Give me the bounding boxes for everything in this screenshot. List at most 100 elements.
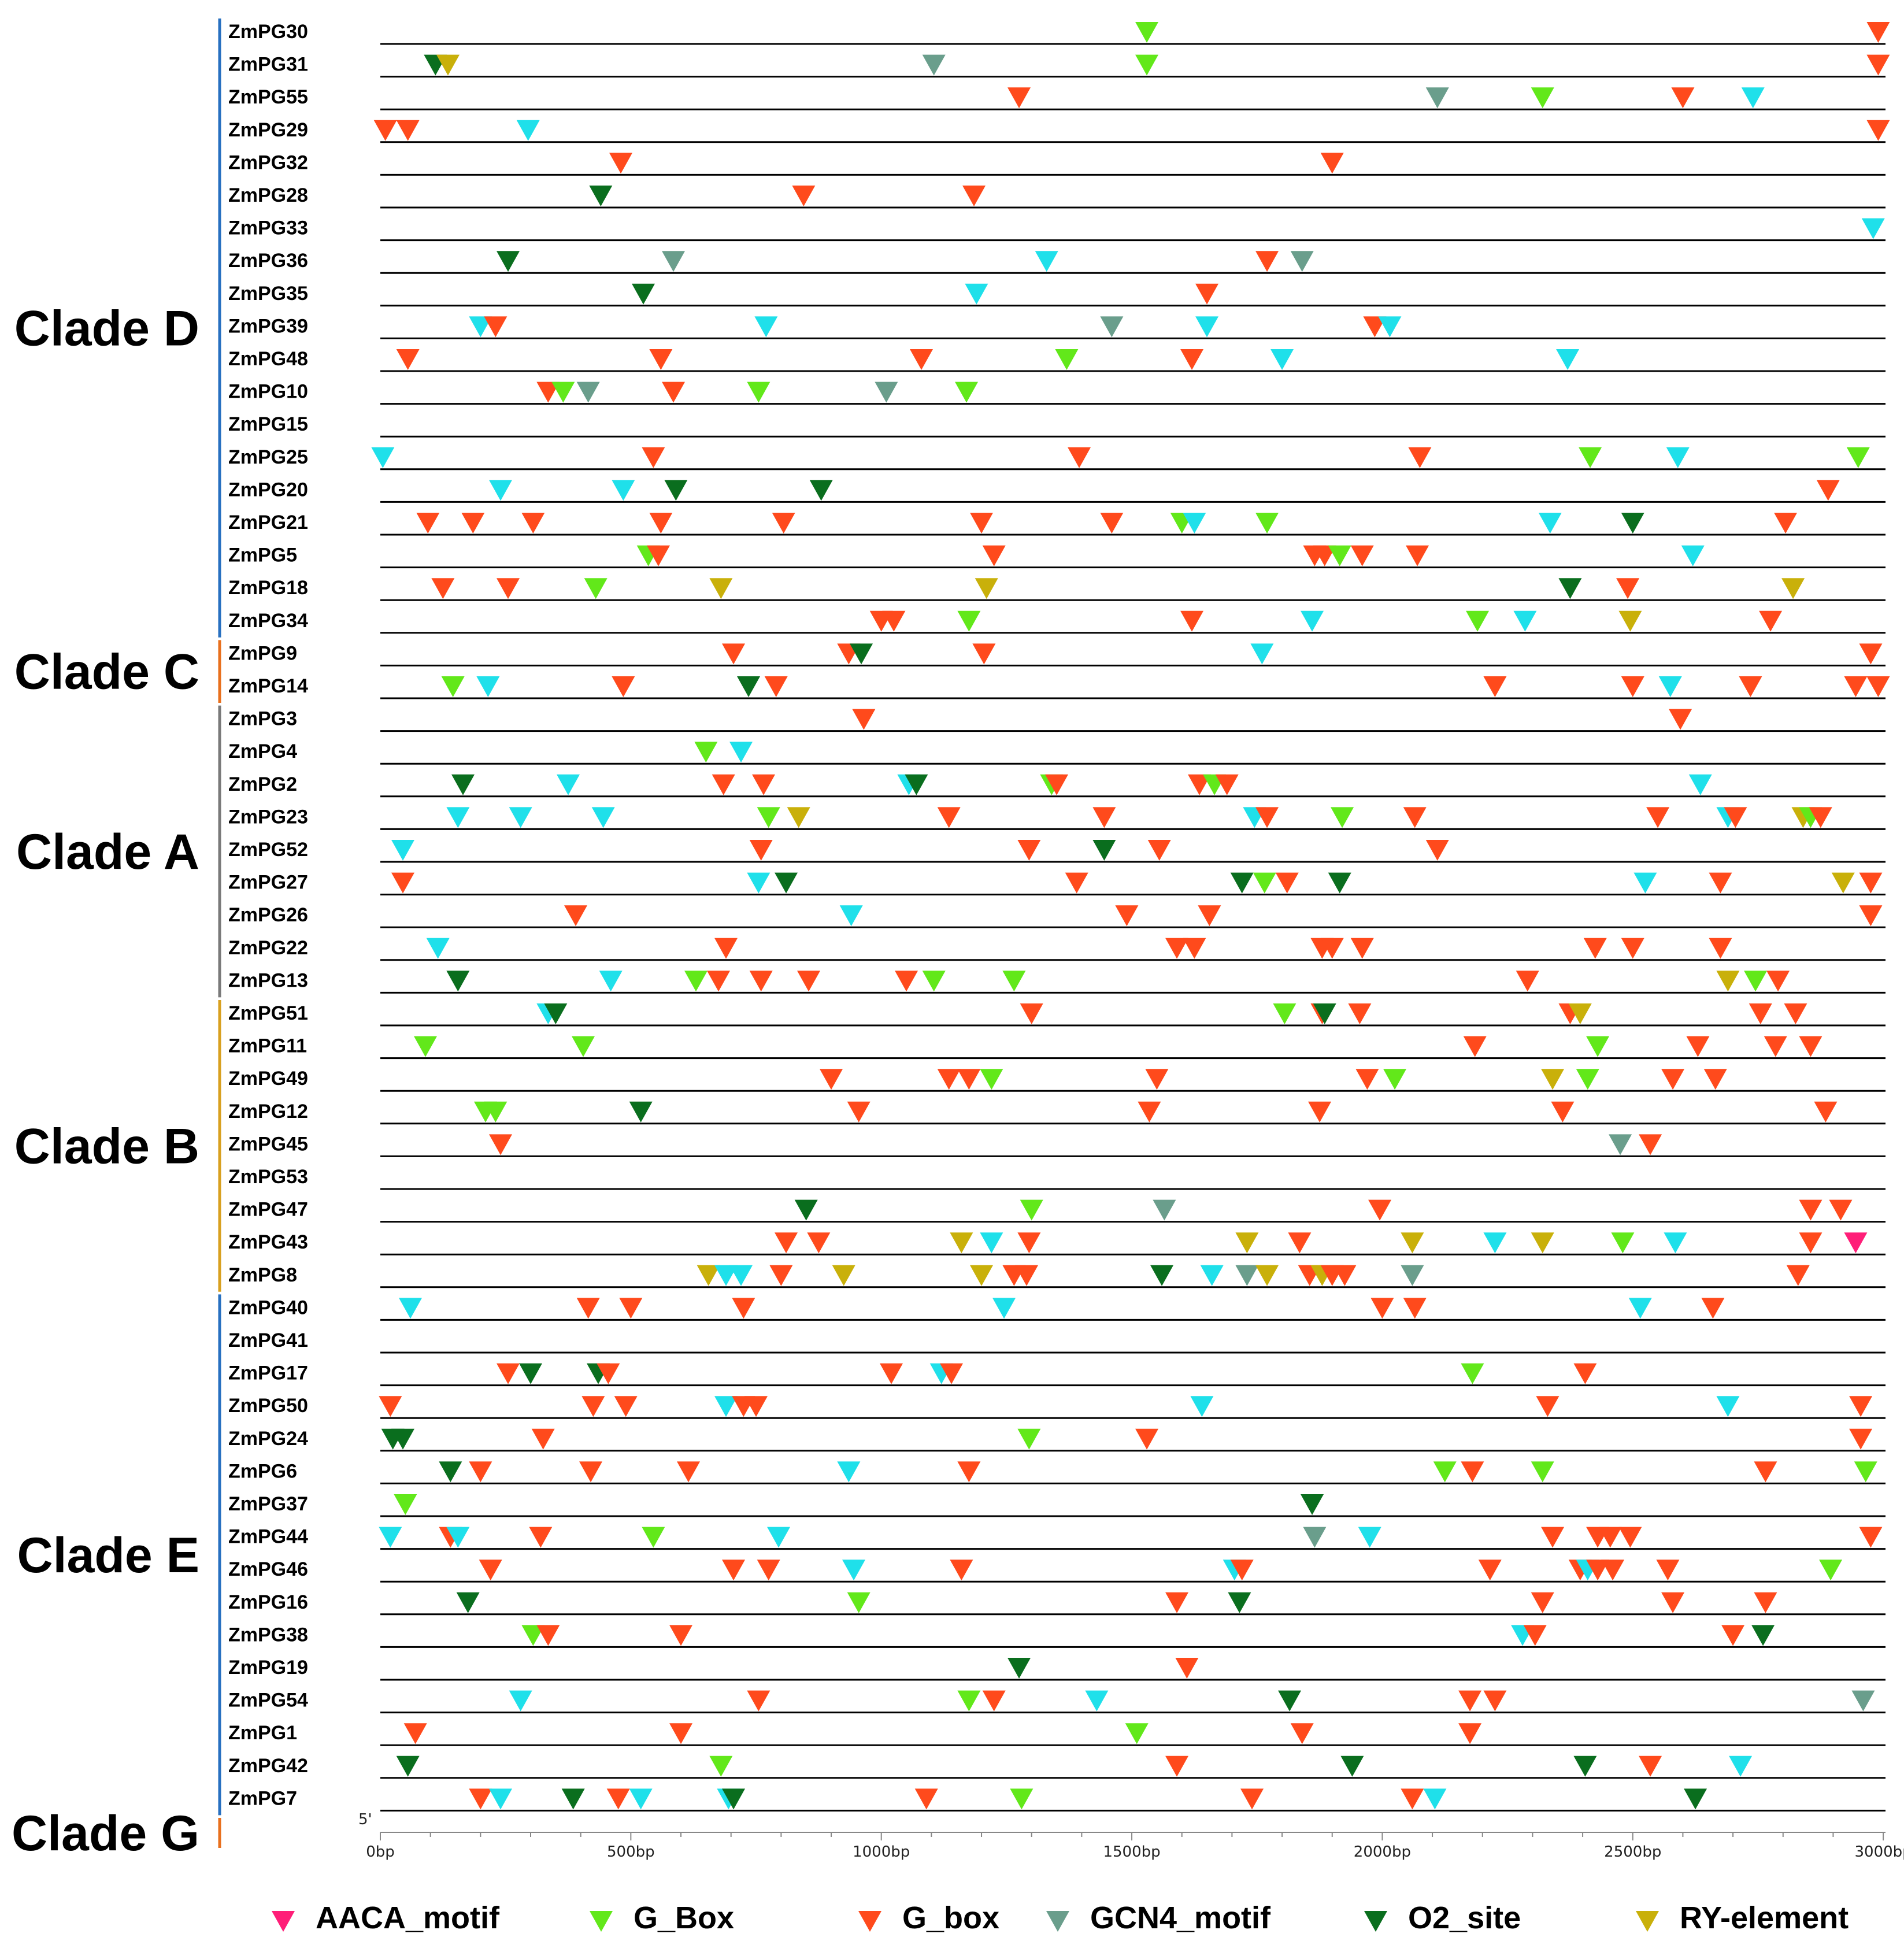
motif-marker-gbox [1541,1527,1565,1548]
motif-marker-gbox [606,1788,630,1810]
motif-marker-gbox [707,971,731,992]
gene-label: ZmPG38 [228,1624,308,1646]
motif-marker-cyan [391,840,415,861]
motif-marker-gbox [1656,1560,1680,1581]
motif-marker-gbox_up [414,1036,438,1057]
motif-marker-gbox_up [1433,1461,1457,1483]
motif-marker-gbox [1368,1199,1392,1221]
gene-row: ZmPG46 [228,1558,1886,1583]
legend-marker-o2 [1364,1911,1387,1932]
gene-row: ZmPG23 [228,806,1886,830]
motif-marker-gbox_up [1466,610,1490,632]
motif-marker-cyan [489,480,513,501]
motif-marker-gbox [712,774,735,795]
motif-marker-gbox [1754,1461,1777,1483]
gene-row: ZmPG37 [228,1493,1886,1517]
motif-marker-gbox [1829,1199,1853,1221]
gene-row: ZmPG12 [228,1101,1886,1125]
motif-marker-gcn4 [1303,1527,1327,1548]
motif-marker-gbox [880,1363,903,1384]
gene-row: ZmPG20 [228,479,1886,503]
motif-marker-gbox [1092,807,1116,828]
legend-marker-gbox_up [590,1911,613,1932]
motif-marker-o2 [1573,1755,1597,1777]
motif-marker-cyan [399,1298,423,1319]
motif-marker-aaca [1844,1232,1868,1254]
motif-marker-cyan [1729,1755,1753,1777]
gene-label: ZmPG16 [228,1591,308,1613]
gene-row: ZmPG4 [228,740,1886,765]
clade-group: Clade D Clade C Clade A Clade B Clade E Clade… [12,18,221,1861]
motif-marker-ry [832,1265,855,1286]
gene-row: ZmPG25 [228,446,1886,471]
gene-label: ZmPG48 [228,348,308,370]
motif-marker-cyan [1358,1527,1381,1548]
gene-row: ZmPG1 [228,1722,1886,1746]
motif-marker-o2 [1150,1265,1174,1286]
motif-marker-gcn4 [662,251,686,272]
motif-marker-cyan [1423,1788,1447,1810]
motif-marker-o2 [1092,840,1116,861]
gene-label: ZmPG23 [228,806,308,828]
motif-marker-gbox [1165,1755,1189,1777]
gene-row: ZmPG8 [228,1264,1886,1288]
motif-marker-gbox [1621,676,1644,697]
motif-marker-gbox_up [441,676,465,697]
motif-marker-cyan [1538,513,1562,534]
motif-marker-o2 [1278,1690,1302,1712]
motif-marker-gbox [1531,1592,1554,1613]
motif-marker-gbox [732,1298,755,1319]
motif-marker-gbox [1483,1690,1507,1712]
gene-row: ZmPG28 [228,184,1886,209]
motif-marker-cyan [1183,513,1206,534]
motif-marker-gbox_up [642,1527,665,1548]
motif-marker-cyan [965,283,988,305]
gene-label: ZmPG6 [228,1460,297,1482]
motif-marker-gbox [1814,1101,1838,1123]
motif-marker-gbox [1458,1723,1482,1744]
motif-marker-gbox [1866,22,1890,43]
motif-marker-gbox [1065,872,1088,894]
motif-marker-ry [950,1232,973,1254]
motif-marker-o2 [391,1428,415,1450]
motif-marker-gbox [749,971,773,992]
motif-marker-ry [697,1265,720,1286]
motif-marker-gbox [910,349,934,370]
gene-label: ZmPG8 [228,1264,297,1286]
gene-label: ZmPG5 [228,545,297,566]
legend-label: G_box [902,1901,999,1935]
five-prime-label: 5' [358,1811,372,1828]
motif-marker-gbox [1703,1069,1727,1090]
gene-row: ZmPG40 [228,1297,1886,1321]
motif-marker-cyan [1664,1232,1687,1254]
motif-marker-cyan [371,447,395,468]
motif-marker-gbox [714,938,738,959]
motif-marker-cyan [1556,349,1580,370]
motif-marker-gbox [797,971,821,992]
motif-marker-o2 [809,480,833,501]
motif-marker-gbox [536,1625,560,1646]
gene-label: ZmPG40 [228,1297,308,1318]
motif-marker-cyan [1681,545,1705,566]
motif-marker-gbox [564,905,588,927]
motif-marker-gbox_up [1531,1461,1554,1483]
motif-marker-cyan [747,872,771,894]
gene-label: ZmPG43 [228,1231,308,1253]
motif-marker-gbox [497,1363,520,1384]
motif-marker-gbox [1370,1298,1394,1319]
motif-marker-ry [1541,1069,1565,1090]
motif-marker-gbox_up [584,578,607,599]
motif-marker-o2 [1340,1755,1364,1777]
gene-label: ZmPG52 [228,839,308,861]
motif-marker-gbox [484,316,508,338]
gene-label: ZmPG42 [228,1755,308,1777]
motif-marker-gbox [1646,807,1670,828]
motif-marker-gbox [1320,153,1344,174]
motif-marker-gbox [1849,1428,1873,1450]
gene-row: ZmPG42 [228,1755,1886,1779]
motif-marker-gbox [1403,1298,1427,1319]
motif-marker-cyan [992,1298,1016,1319]
gene-label: ZmPG49 [228,1068,308,1090]
motif-marker-gbox_up [1002,971,1026,992]
motif-marker-gbox_up [1125,1723,1149,1744]
